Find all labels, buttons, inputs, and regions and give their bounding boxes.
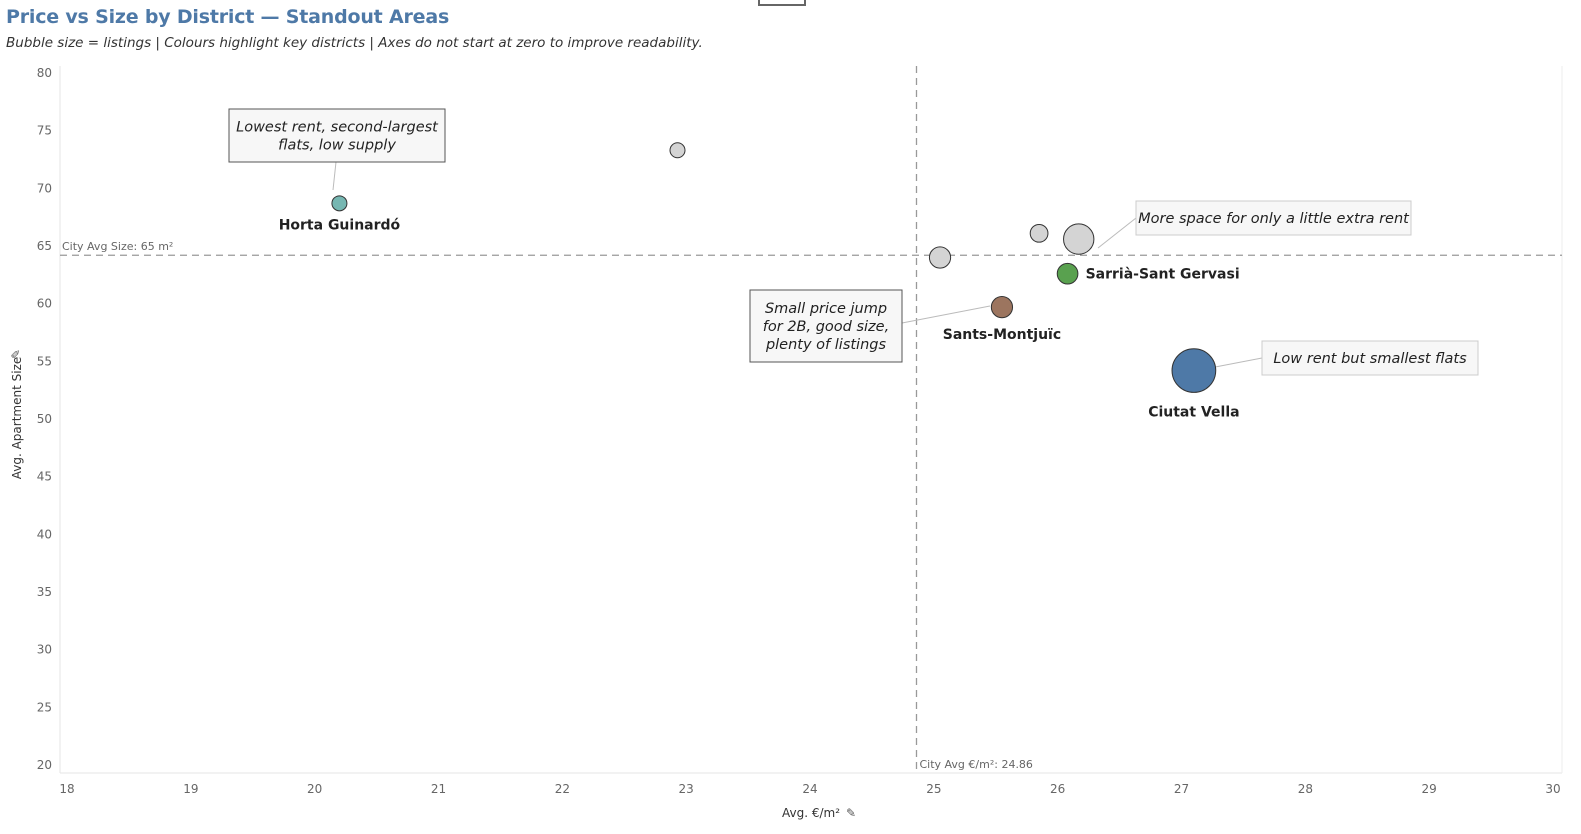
x-tick-label: 25 (926, 782, 941, 796)
y-tick-label: 25 (37, 700, 52, 714)
x-tick-label: 26 (1050, 782, 1065, 796)
chart-subtitle: Bubble size = listings | Colours highlig… (6, 35, 703, 51)
callout-text: Low rent but smallest flats (1273, 351, 1467, 367)
reference-label-size: City Avg Size: 65 m² (62, 240, 173, 253)
callout-leader (901, 305, 991, 324)
x-tick-label: 23 (679, 782, 694, 796)
y-axis-title: Avg. Apartment Size (10, 357, 24, 480)
callout-box (1135, 200, 1412, 236)
y-tick-label: 35 (37, 585, 52, 599)
x-tick-label: 30 (1545, 782, 1560, 796)
bubble-district[interactable] (1063, 223, 1095, 255)
x-tick-label: 21 (431, 782, 446, 796)
x-tick-label: 18 (59, 782, 74, 796)
callout-text: flats, low supply (278, 138, 396, 154)
point-label: Sants-Montjuïc (943, 327, 1061, 343)
x-tick-label: 20 (307, 782, 322, 796)
callout-leader (1097, 217, 1137, 249)
callout-leader (332, 161, 337, 191)
point-label: Sarrià-Sant Gervasi (1086, 267, 1240, 283)
callout-text: plenty of listings (765, 337, 887, 353)
bubble-sants-montju-c[interactable] (990, 296, 1014, 319)
y-tick-label: 70 (37, 181, 52, 195)
bubble-ciutat-vella[interactable] (1171, 348, 1217, 393)
x-tick-label: 27 (1174, 782, 1189, 796)
bubble-district[interactable] (669, 142, 686, 159)
point-label: Horta Guinardó (279, 217, 401, 233)
bubble-district[interactable] (1029, 223, 1049, 243)
bubble-horta-guinard-[interactable] (331, 195, 348, 212)
y-tick-label: 80 (37, 66, 52, 80)
y-tick-label: 40 (37, 527, 52, 541)
callout-text: Small price jump (765, 301, 887, 317)
reference-label-price: City Avg €/m²: 24.86 (919, 758, 1032, 771)
point-label: Ciutat Vella (1148, 405, 1239, 421)
y-tick-label: 60 (37, 297, 52, 311)
callout-box (1261, 340, 1479, 376)
callout-box (228, 108, 446, 163)
x-tick-label: 28 (1298, 782, 1313, 796)
callout-text: Lowest rent, second-largest (236, 120, 439, 136)
callout-leader (1209, 357, 1263, 369)
y-tick-label: 30 (37, 643, 52, 657)
y-tick-label: 65 (37, 239, 52, 253)
x-tick-label: 24 (802, 782, 817, 796)
callout-text: More space for only a little extra rent (1138, 211, 1410, 227)
pin-icon: ✎ (846, 806, 856, 820)
top-tab-handle[interactable] (758, 0, 806, 6)
pin-icon: ✎ (9, 349, 23, 359)
y-tick-label: 45 (37, 470, 52, 484)
x-axis-title: Avg. €/m² (782, 806, 840, 820)
callout-box (749, 289, 903, 363)
callout-text: for 2B, good size, (763, 319, 889, 335)
bubble-sarri-sant-gervasi[interactable] (1056, 262, 1079, 285)
chart-title: Price vs Size by District — Standout Are… (6, 6, 450, 28)
y-tick-label: 20 (37, 758, 52, 772)
bubble-district[interactable] (928, 246, 952, 269)
x-tick-label: 29 (1422, 782, 1437, 796)
x-tick-label: 19 (183, 782, 198, 796)
y-tick-label: 50 (37, 412, 52, 426)
y-tick-label: 55 (37, 354, 52, 368)
y-tick-label: 75 (37, 124, 52, 138)
x-tick-label: 22 (555, 782, 570, 796)
